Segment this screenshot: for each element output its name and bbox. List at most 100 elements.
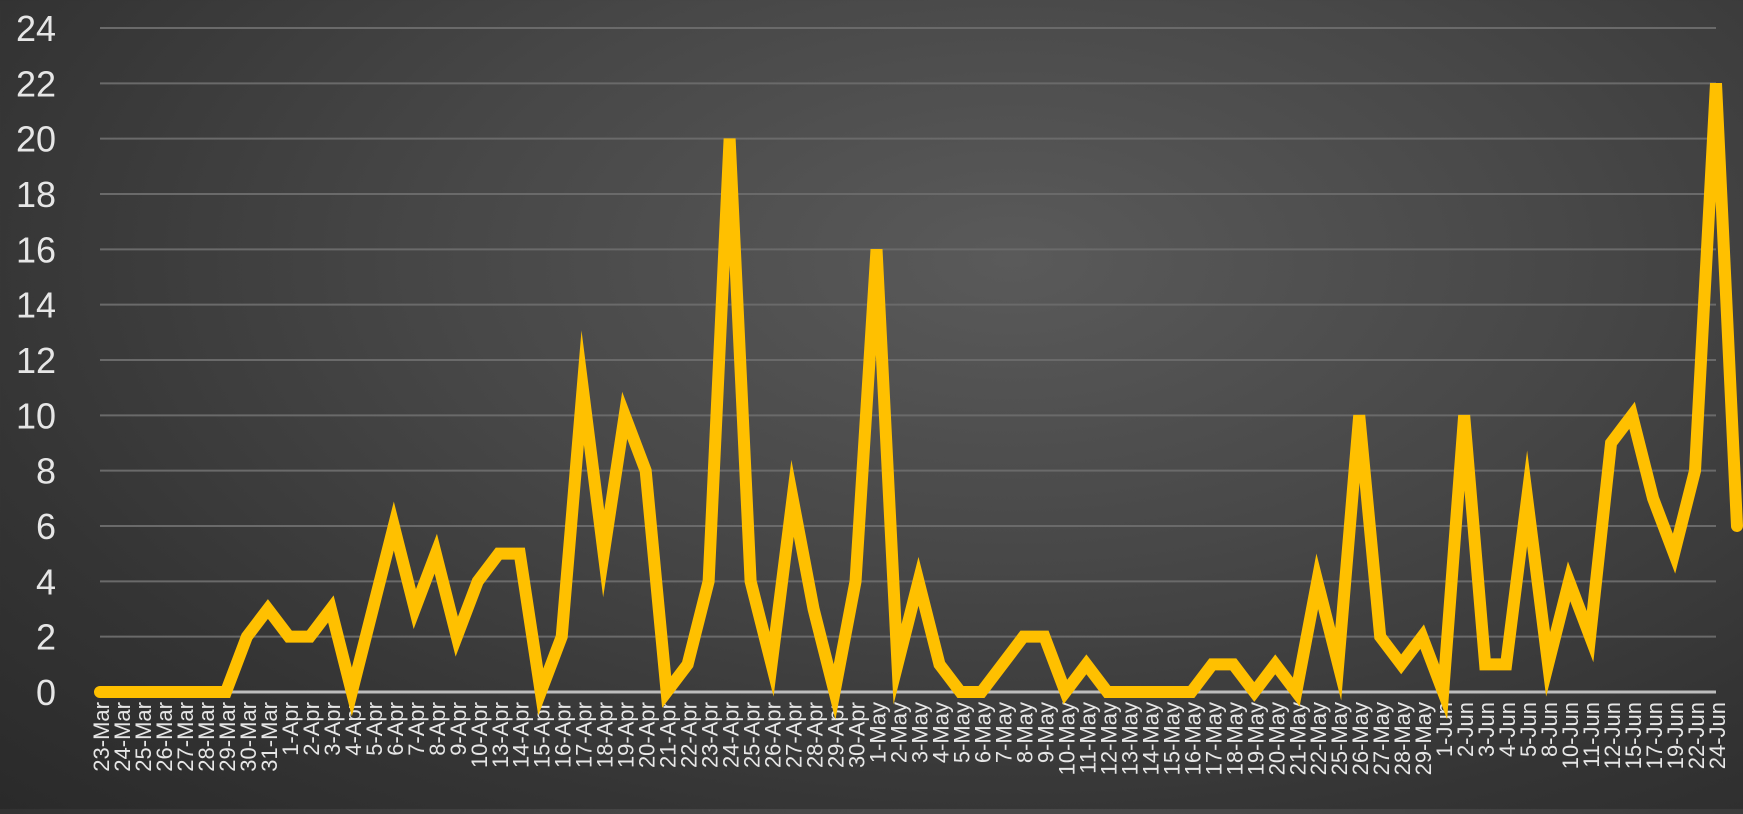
- x-tick-label: 15-Jun: [1621, 702, 1646, 769]
- data-point: [686, 663, 689, 666]
- data-point: [1631, 414, 1634, 417]
- y-tick-label: 14: [16, 285, 56, 326]
- x-tick-label: 16-May: [1180, 702, 1205, 775]
- x-tick-label: 28-Mar: [194, 702, 219, 772]
- data-point: [413, 608, 416, 611]
- x-tick-label: 22-May: [1306, 702, 1331, 775]
- data-point: [1043, 635, 1046, 638]
- data-point: [140, 691, 143, 694]
- x-tick-label: 24-Mar: [110, 702, 135, 772]
- data-point: [1148, 691, 1151, 694]
- data-point: [1022, 635, 1025, 638]
- data-point: [875, 248, 878, 251]
- x-tick-label: 11-Jun: [1579, 702, 1604, 768]
- x-tick-label: 5-Jun: [1516, 702, 1541, 757]
- data-point: [539, 691, 542, 694]
- x-tick-label: 4-Jun: [1495, 702, 1520, 757]
- data-point: [1295, 691, 1298, 694]
- data-point: [812, 608, 815, 611]
- data-point: [182, 691, 185, 694]
- x-tick-label: 20-Apr: [635, 702, 660, 768]
- x-tick-label: 29-Mar: [215, 702, 240, 772]
- x-tick-label: 18-May: [1222, 702, 1247, 775]
- data-point: [980, 691, 983, 694]
- x-tick-label: 14-May: [1138, 702, 1163, 775]
- x-tick-label: 30-Apr: [845, 702, 870, 768]
- x-tick-label: 17-May: [1201, 702, 1226, 775]
- data-point: [707, 580, 710, 583]
- data-point: [602, 552, 605, 555]
- y-tick-label: 20: [16, 119, 56, 160]
- x-tick-label: 29-May: [1411, 702, 1436, 775]
- data-point: [644, 469, 647, 472]
- data-point: [161, 691, 164, 694]
- x-tick-label: 22-Apr: [677, 702, 702, 768]
- x-tick-label: 3-Apr: [320, 702, 345, 756]
- data-point: [434, 552, 437, 555]
- data-point: [581, 386, 584, 389]
- x-tick-label: 24-Apr: [719, 702, 744, 768]
- x-tick-label: 27-Mar: [173, 702, 198, 772]
- x-tick-label: 25-Apr: [740, 702, 765, 768]
- x-tick-label: 7-Apr: [404, 702, 429, 756]
- y-tick-label: 8: [36, 451, 56, 492]
- data-point: [1547, 663, 1550, 666]
- data-point: [392, 525, 395, 528]
- x-tick-label: 16-Apr: [551, 702, 576, 768]
- data-point: [1463, 414, 1466, 417]
- data-point: [1085, 663, 1088, 666]
- x-tick-label: 5-May: [949, 702, 974, 763]
- y-tick-label: 24: [16, 8, 56, 49]
- y-tick-label: 6: [36, 506, 56, 547]
- x-tick-label: 10-Apr: [467, 702, 492, 768]
- x-tick-label: 23-Mar: [89, 702, 114, 772]
- data-point: [308, 635, 311, 638]
- y-tick-label: 2: [36, 617, 56, 658]
- data-point: [1253, 691, 1256, 694]
- x-tick-label: 10-May: [1054, 702, 1079, 775]
- y-tick-label: 4: [36, 561, 56, 602]
- x-tick-label: 18-Apr: [593, 702, 618, 768]
- data-point: [224, 691, 227, 694]
- data-point: [854, 580, 857, 583]
- x-tick-label: 8-Apr: [425, 702, 450, 756]
- x-tick-label: 8-May: [1012, 702, 1037, 763]
- gridlines: [100, 27, 1716, 694]
- x-tick-label: 7-May: [991, 702, 1016, 763]
- data-point: [1358, 414, 1361, 417]
- x-tick-label: 2-May: [887, 702, 912, 763]
- series-line-path: [94, 83, 1743, 720]
- data-point: [1589, 635, 1592, 638]
- x-tick-label: 27-Apr: [782, 702, 807, 768]
- x-tick-label: 13-Apr: [488, 702, 513, 768]
- data-point: [833, 691, 836, 694]
- x-tick-label: 3-Jun: [1474, 702, 1499, 757]
- data-point: [917, 580, 920, 583]
- x-tick-label: 17-Jun: [1642, 702, 1667, 769]
- x-tick-label: 4-Apr: [341, 702, 366, 756]
- y-tick-label: 10: [16, 395, 56, 436]
- data-point: [1106, 691, 1109, 694]
- x-tick-label: 2-Apr: [299, 702, 324, 756]
- data-point: [896, 663, 899, 666]
- data-point: [1169, 691, 1172, 694]
- y-tick-label: 0: [36, 672, 56, 713]
- data-point: [203, 691, 206, 694]
- x-tick-label: 9-May: [1033, 702, 1058, 763]
- data-point: [1316, 580, 1319, 583]
- data-point: [1568, 580, 1571, 583]
- data-point: [1127, 691, 1130, 694]
- data-point: [1211, 663, 1214, 666]
- data-point: [245, 635, 248, 638]
- x-tick-label: 15-May: [1159, 702, 1184, 775]
- x-tick-label: 31-Mar: [257, 702, 282, 772]
- y-tick-label: 16: [16, 229, 56, 270]
- data-point: [665, 691, 668, 694]
- data-point: [770, 663, 773, 666]
- x-tick-label: 6-May: [970, 702, 995, 763]
- y-tick-label: 18: [16, 174, 56, 215]
- x-tick-label: 9-Apr: [446, 702, 471, 756]
- data-point: [1610, 442, 1613, 445]
